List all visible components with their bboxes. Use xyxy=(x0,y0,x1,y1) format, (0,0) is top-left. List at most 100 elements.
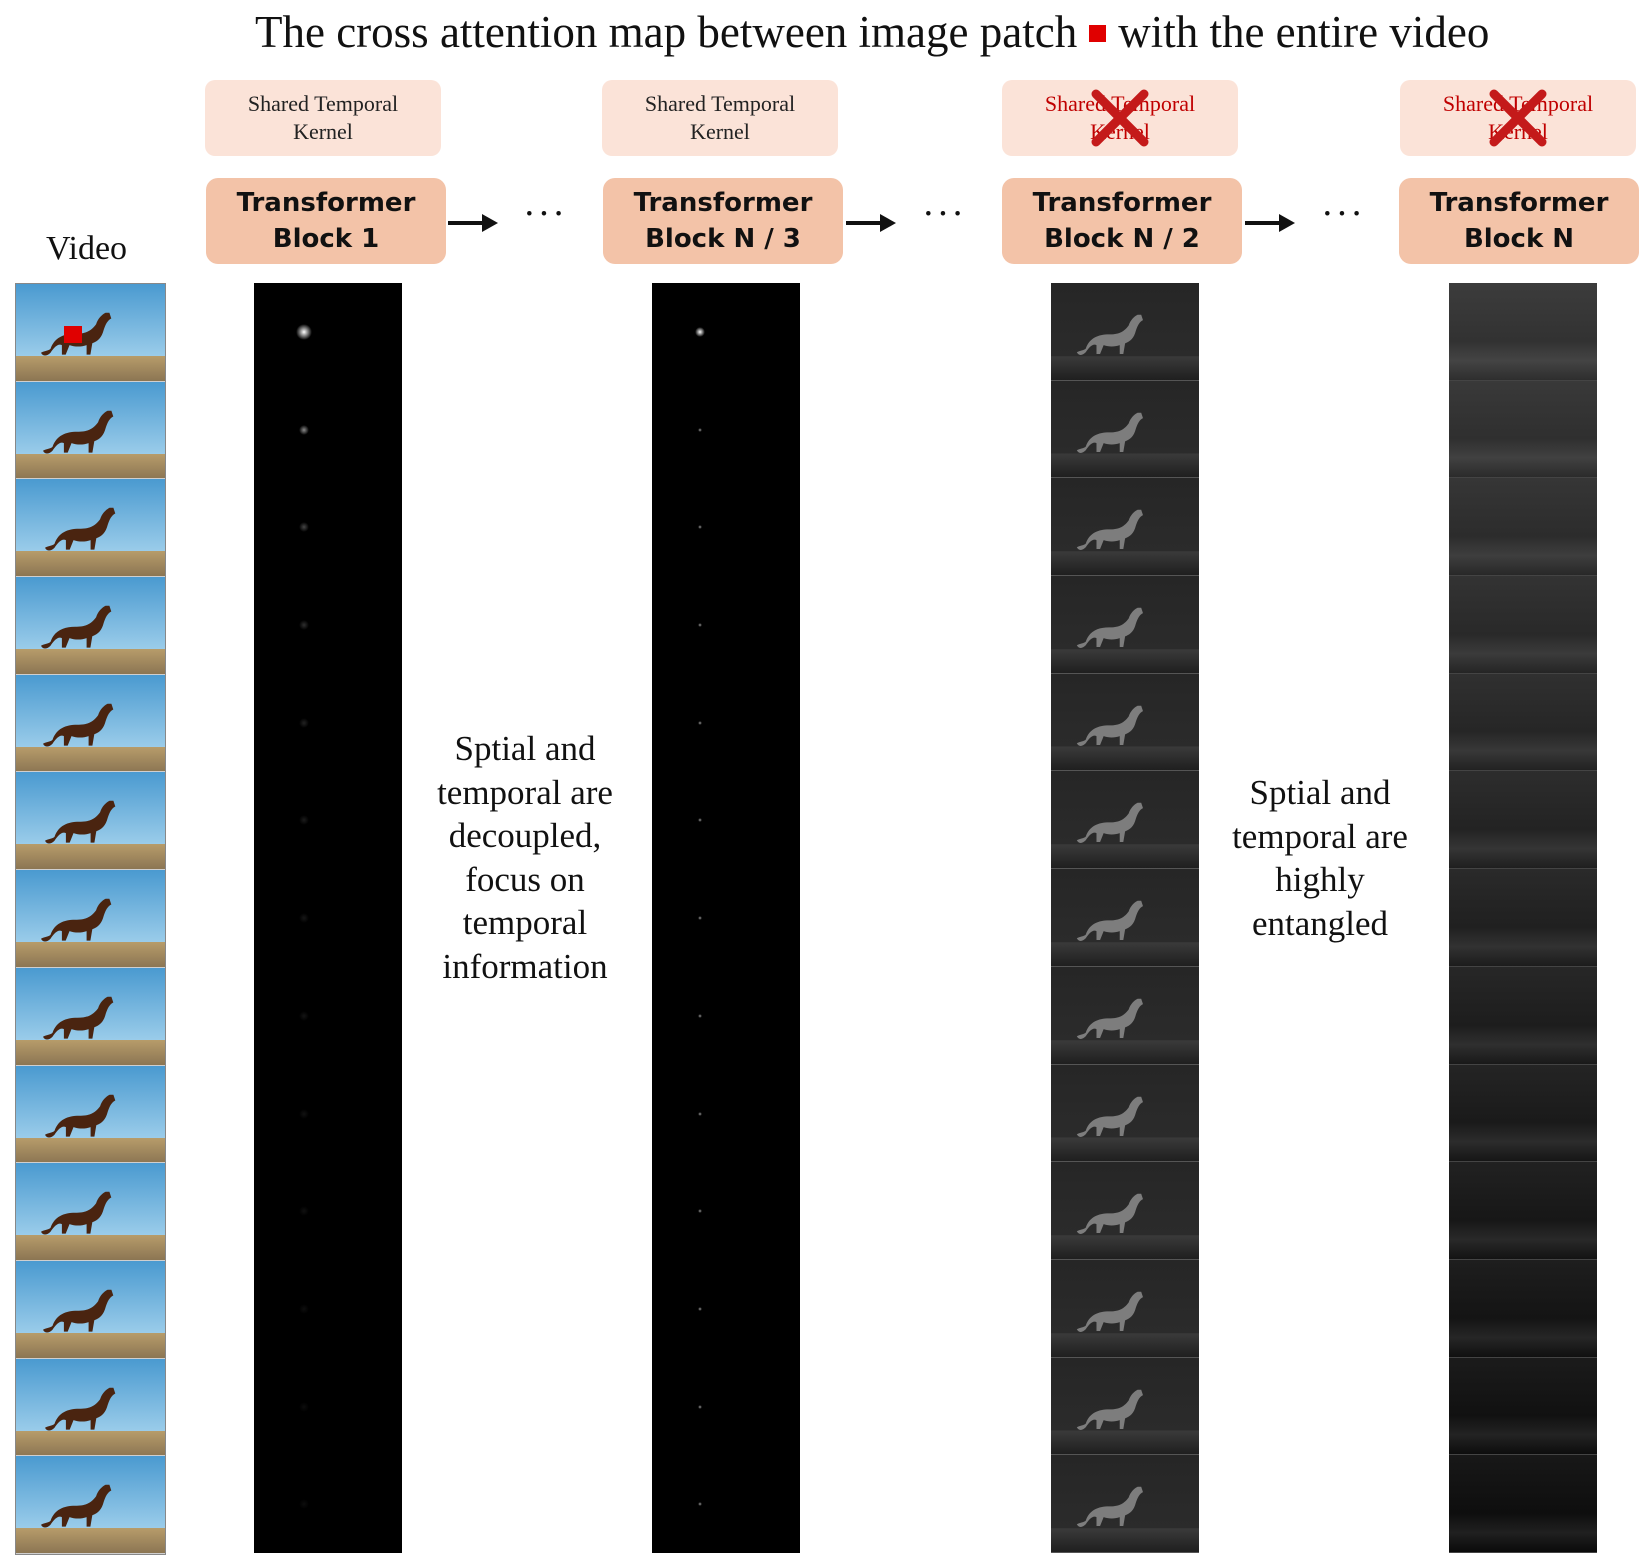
attention-cell xyxy=(1449,1259,1597,1358)
attention-cell xyxy=(254,576,402,674)
block-label-line2: Block 1 xyxy=(272,224,380,254)
attention-cell xyxy=(1051,673,1199,772)
block-label-line1: Transformer xyxy=(1429,188,1609,218)
attention-cell xyxy=(1051,966,1199,1065)
title-text-before: The cross attention map between image pa… xyxy=(255,7,1078,57)
attention-map-block-n-2 xyxy=(1051,283,1199,1553)
x-mark-icon xyxy=(1489,89,1547,147)
attention-cell xyxy=(652,1065,800,1163)
attention-cell xyxy=(1051,576,1199,674)
note-line: entangled xyxy=(1251,903,1389,943)
kernel-label-line2: Kernel xyxy=(690,119,750,144)
right-arrow-icon xyxy=(448,214,498,232)
attention-cell xyxy=(254,1162,402,1260)
attention-cell xyxy=(254,478,402,576)
attention-cell xyxy=(1051,771,1199,870)
transformer-block-n-3: Transformer Block N / 3 xyxy=(603,178,843,264)
attention-cell xyxy=(254,1065,402,1163)
attention-cell xyxy=(1051,283,1199,381)
attention-cell xyxy=(1449,1455,1597,1553)
block-label-line2: Block N / 3 xyxy=(645,224,801,254)
kernel-box-4-disabled: Shared Temporal Kernel xyxy=(1400,80,1636,156)
attention-cell xyxy=(1051,1357,1199,1456)
video-frame xyxy=(16,1163,165,1261)
attention-cell xyxy=(1051,1162,1199,1260)
attention-cell xyxy=(254,869,402,967)
kernel-label-line1: Shared Temporal xyxy=(644,91,796,116)
attention-cell xyxy=(652,478,800,576)
attention-cell xyxy=(652,381,800,479)
block-label-line2: Block N xyxy=(1463,224,1575,254)
block-label-line2: Block N / 2 xyxy=(1044,224,1200,254)
attention-cell xyxy=(1051,1259,1199,1358)
transformer-block-n-2: Transformer Block N / 2 xyxy=(1002,178,1242,264)
attention-cell xyxy=(1449,771,1597,870)
attention-cell xyxy=(254,1455,402,1553)
video-frame xyxy=(16,381,165,480)
note-line: temporal are xyxy=(1232,816,1408,856)
video-frame xyxy=(16,284,165,382)
video-frame xyxy=(16,1065,165,1164)
attention-cell xyxy=(1449,380,1597,479)
right-arrow-icon xyxy=(846,214,896,232)
block-label-line1: Transformer xyxy=(1032,188,1212,218)
note-line: focus on xyxy=(465,859,585,899)
kernel-label-line2: Kernel xyxy=(293,119,353,144)
horse-icon xyxy=(45,508,116,551)
kernel-box-3-disabled: Shared Temporal Kernel xyxy=(1002,80,1238,156)
horse-icon xyxy=(43,1289,114,1333)
block-label-line1: Transformer xyxy=(633,188,813,218)
attention-cell xyxy=(254,1358,402,1456)
horse-icon xyxy=(41,898,112,942)
attention-cell xyxy=(254,674,402,772)
attention-cell xyxy=(1051,869,1199,967)
attention-cell xyxy=(1449,1162,1597,1260)
video-label: Video xyxy=(46,230,128,267)
attention-cell xyxy=(254,283,402,381)
video-frames xyxy=(15,283,166,1555)
horse-icon xyxy=(45,1387,116,1431)
horse-icon xyxy=(41,1485,112,1528)
kernel-box-1: Shared Temporal Kernel xyxy=(205,80,441,156)
video-frame xyxy=(16,674,165,773)
attention-cell xyxy=(1449,1064,1597,1163)
attention-map-block-n-3 xyxy=(652,283,800,1553)
title-text-after: with the entire video xyxy=(1118,7,1490,57)
attention-cell xyxy=(1449,1357,1597,1456)
attention-cell xyxy=(652,1358,800,1456)
attention-cell xyxy=(254,1260,402,1358)
block-label-line1: Transformer xyxy=(236,188,416,218)
attention-cell xyxy=(254,967,402,1065)
right-arrow-icon xyxy=(1245,214,1295,232)
horse-icon xyxy=(43,410,114,454)
kernel-box-2: Shared Temporal Kernel xyxy=(602,80,838,156)
attention-cell xyxy=(1051,1064,1199,1163)
video-frame xyxy=(16,1260,165,1359)
attention-cell xyxy=(254,381,402,479)
attention-cell xyxy=(1051,1455,1199,1553)
video-frame xyxy=(16,479,165,578)
attention-cell xyxy=(1449,478,1597,577)
note-decoupled: Sptial and temporal are decoupled, focus… xyxy=(410,727,640,988)
horse-icon xyxy=(41,605,112,649)
attention-cell xyxy=(1449,673,1597,772)
note-line: highly xyxy=(1275,860,1365,899)
attention-cell xyxy=(1449,869,1597,967)
note-line: decoupled, xyxy=(448,816,602,855)
attention-cell xyxy=(1449,283,1597,381)
x-mark-icon xyxy=(1091,89,1149,147)
patch-marker-icon xyxy=(64,326,82,343)
attention-cell xyxy=(1449,966,1597,1065)
horse-icon xyxy=(43,703,114,747)
horse-icon xyxy=(41,1191,112,1235)
attention-cell xyxy=(652,869,800,967)
video-frame xyxy=(16,967,165,1066)
ellipsis-1: ··· xyxy=(523,193,567,235)
attention-cell xyxy=(652,674,800,772)
note-line: Sptial and xyxy=(1249,773,1391,812)
attention-cell xyxy=(652,1260,800,1358)
video-frame xyxy=(16,772,165,871)
patch-marker-icon xyxy=(1089,25,1107,43)
attention-cell xyxy=(1051,380,1199,479)
video-frame xyxy=(16,870,165,968)
